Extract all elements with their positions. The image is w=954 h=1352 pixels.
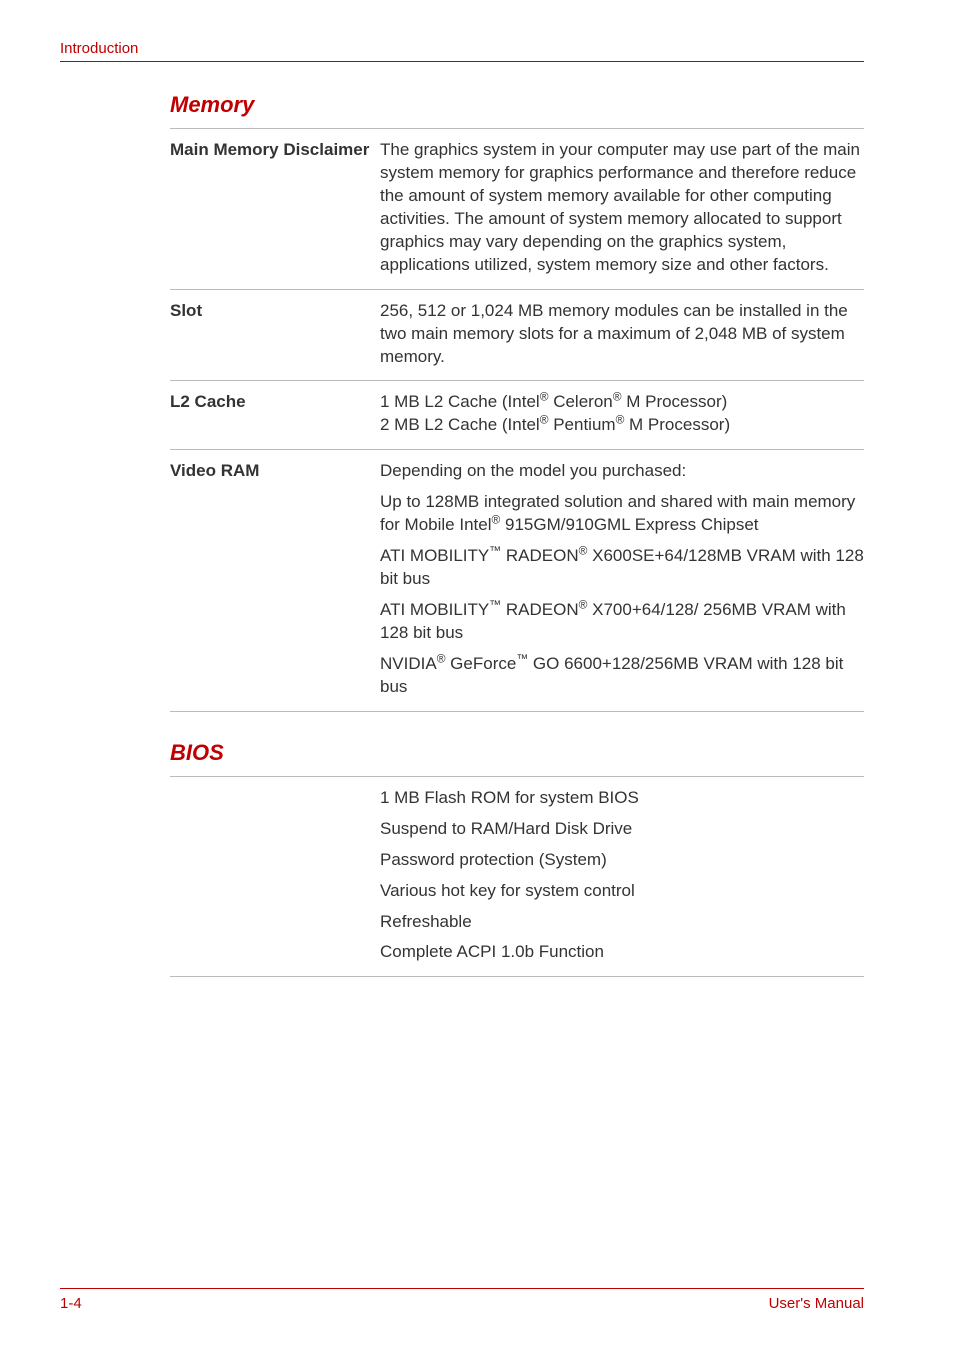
spec-row-bios: 1 MB Flash ROM for system BIOS Suspend t…	[170, 777, 864, 977]
spec-value: Depending on the model you purchased: Up…	[380, 460, 864, 698]
spec-paragraph: ATI MOBILITY™ RADEON® X700+64/128/ 256MB…	[380, 599, 864, 645]
row-rule	[170, 976, 864, 977]
spec-paragraph: Complete ACPI 1.0b Function	[380, 941, 864, 964]
spec-paragraph: Password protection (System)	[380, 849, 864, 872]
spec-row-video-ram: Video RAM Depending on the model you pur…	[170, 450, 864, 710]
spec-value: 1 MB Flash ROM for system BIOS Suspend t…	[380, 787, 864, 965]
spec-paragraph: Depending on the model you purchased:	[380, 460, 864, 483]
spec-label: Slot	[170, 300, 380, 369]
spec-label: Main Memory Disclaimer	[170, 139, 380, 277]
spec-paragraph: The graphics system in your computer may…	[380, 139, 864, 277]
spec-row-main-memory-disclaimer: Main Memory Disclaimer The graphics syst…	[170, 129, 864, 289]
footer: 1-4 User's Manual	[60, 1288, 864, 1312]
section-title-memory: Memory	[170, 92, 864, 118]
content-area: Memory Main Memory Disclaimer The graphi…	[170, 92, 864, 977]
header-chapter-label: Introduction	[60, 40, 864, 57]
spec-paragraph: Suspend to RAM/Hard Disk Drive	[380, 818, 864, 841]
spec-value: 1 MB L2 Cache (Intel® Celeron® M Process…	[380, 391, 864, 437]
spec-label	[170, 787, 380, 965]
spec-value: The graphics system in your computer may…	[380, 139, 864, 277]
spec-paragraph: 256, 512 or 1,024 MB memory modules can …	[380, 300, 864, 369]
footer-rule	[60, 1288, 864, 1289]
spec-paragraph: 1 MB L2 Cache (Intel® Celeron® M Process…	[380, 391, 864, 437]
spec-paragraph: NVIDIA® GeForce™ GO 6600+128/256MB VRAM …	[380, 653, 864, 699]
footer-row: 1-4 User's Manual	[60, 1295, 864, 1312]
page: Introduction Memory Main Memory Disclaim…	[0, 0, 954, 1352]
footer-page-number: 1-4	[60, 1295, 82, 1312]
spec-paragraph: 1 MB Flash ROM for system BIOS	[380, 787, 864, 810]
spec-paragraph: Various hot key for system control	[380, 880, 864, 903]
header-rule	[60, 61, 864, 62]
spec-label: L2 Cache	[170, 391, 380, 437]
spec-row-l2-cache: L2 Cache 1 MB L2 Cache (Intel® Celeron® …	[170, 381, 864, 449]
spec-paragraph: Refreshable	[380, 911, 864, 934]
spec-row-slot: Slot 256, 512 or 1,024 MB memory modules…	[170, 290, 864, 381]
spec-paragraph: Up to 128MB integrated solution and shar…	[380, 491, 864, 537]
spec-paragraph: ATI MOBILITY™ RADEON® X600SE+64/128MB VR…	[380, 545, 864, 591]
spec-value: 256, 512 or 1,024 MB memory modules can …	[380, 300, 864, 369]
footer-manual-label: User's Manual	[769, 1295, 864, 1312]
spec-label: Video RAM	[170, 460, 380, 698]
row-rule	[170, 711, 864, 712]
section-title-bios: BIOS	[170, 740, 864, 766]
